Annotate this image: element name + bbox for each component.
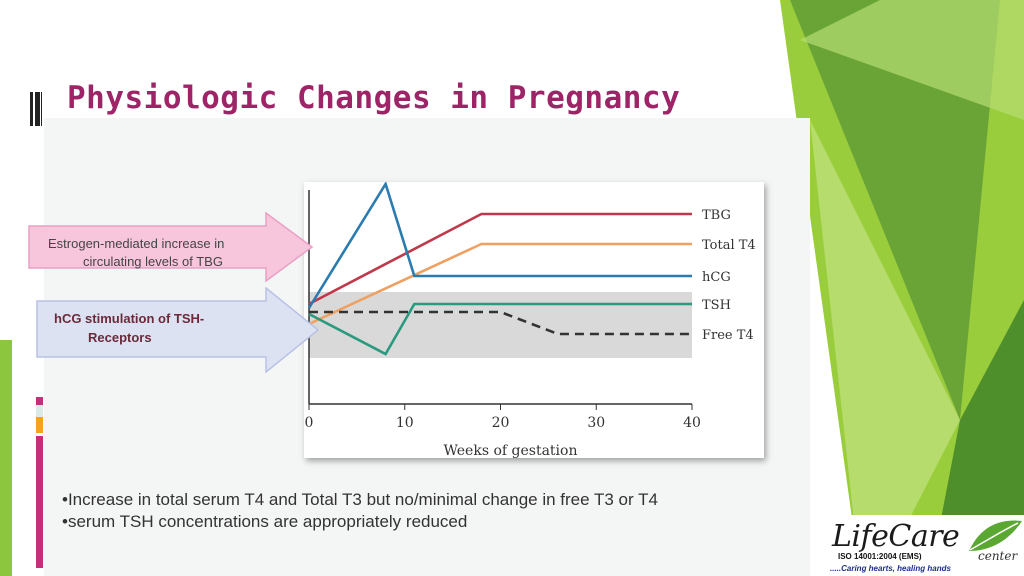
leaf-icon (969, 520, 1022, 551)
title-marker-icon (30, 92, 42, 126)
bullet-list: •Increase in total serum T4 and Total T3… (62, 489, 658, 533)
series-line-free-t4 (309, 310, 692, 336)
callout-arrow-pink (28, 212, 314, 282)
series-label-free-t4: Free T4 (702, 328, 754, 343)
callout-hcg-line2: Receptors (88, 330, 152, 345)
callout-hcg-line1: hCG stimulation of TSH- (54, 311, 205, 326)
x-axis-label: Weeks of gestation (444, 443, 578, 458)
normal-range-band (309, 292, 692, 358)
accent-bar-orange (36, 417, 43, 433)
series-line-tbg (308, 212, 692, 306)
accent-bar-light (36, 405, 43, 417)
chart-frame: 0 10 20 30 40 Weeks of gestation TBG Total T4 hC… (304, 180, 764, 459)
logo-iso: ISO 14001:2004 (EMS) (838, 552, 922, 561)
x-tick-label: 30 (587, 415, 605, 431)
lifecare-logo: LifeCare ISO 14001:2004 (EMS) center ...… (826, 515, 1024, 576)
callout-arrow-blue (36, 287, 320, 373)
callout-estrogen: Estrogen-mediated increase in circulatin… (28, 212, 314, 282)
callout-estrogen-line2: circulating levels of TBG (83, 254, 223, 269)
series-line-tsh (308, 302, 692, 356)
callout-estrogen-line1: Estrogen-mediated increase in (48, 236, 225, 251)
x-tick-label: 0 (305, 415, 314, 431)
accent-bar-magenta (36, 436, 43, 568)
x-tick-label: 40 (683, 415, 701, 431)
x-tick-label: 20 (492, 415, 510, 431)
series-line-hcg (307, 180, 692, 309)
page-title: Physiologic Changes in Pregnancy (67, 80, 681, 116)
x-tick-label: 10 (396, 415, 414, 431)
bullet-item: •serum TSH concentrations are appropriat… (62, 512, 468, 531)
logo-center: center (978, 549, 1018, 563)
series-label-tbg: TBG (702, 208, 731, 223)
accent-bar-pink (36, 397, 43, 405)
bullet-item: •Increase in total serum T4 and Total T3… (62, 490, 658, 509)
thyroid-pregnancy-chart: 0 10 20 30 40 Weeks of gestation TBG Total T4 hC… (305, 180, 756, 459)
callout-hcg: hCG stimulation of TSH- Receptors (36, 287, 320, 373)
series-label-tsh: TSH (702, 298, 731, 313)
logo-name: LifeCare (832, 519, 960, 554)
series-line-total-t4 (308, 242, 692, 326)
series-label-total-t4: Total T4 (702, 238, 756, 253)
series-label-hcg: hCG (702, 270, 731, 285)
logo-tagline: .....Caring hearts, healing hands (830, 564, 951, 573)
